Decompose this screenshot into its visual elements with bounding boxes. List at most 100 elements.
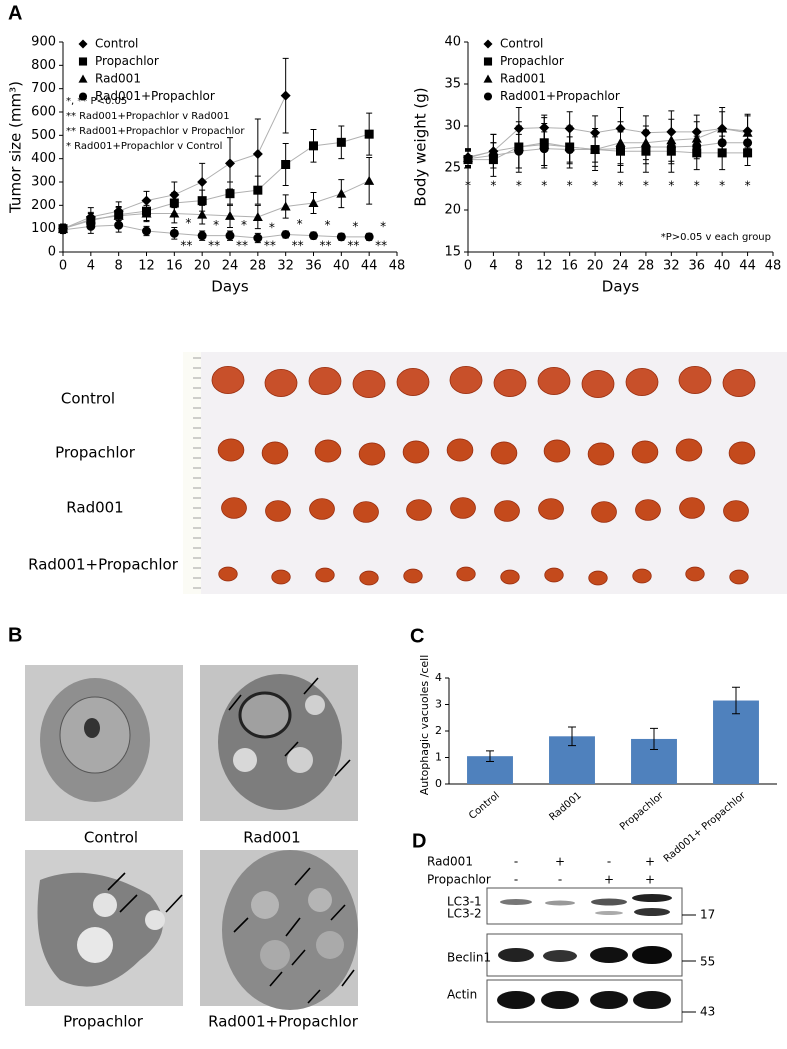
x-tick-label: 20 <box>587 259 604 274</box>
tumor <box>271 569 291 585</box>
tumor <box>581 369 615 398</box>
legend-marker <box>78 57 88 66</box>
marker <box>197 196 207 206</box>
marker <box>281 160 291 169</box>
marker <box>253 233 263 243</box>
annotation: *, ** P<0.05 <box>66 96 127 107</box>
tumor <box>265 500 291 522</box>
legend-label: Rad001+Propachlor <box>95 89 215 103</box>
x-tick-label: 0 <box>464 259 472 274</box>
x-tick-label: Rad001 <box>547 790 583 823</box>
tumor <box>500 569 520 585</box>
y-axis-title: Autophagic vacuoles /cell <box>418 655 431 796</box>
marker <box>225 158 235 169</box>
significance: * <box>213 218 219 232</box>
y-tick-label: 200 <box>31 198 56 213</box>
x-tick-label: 48 <box>765 259 782 274</box>
x-tick-label: Control <box>467 790 502 822</box>
legend-label: Control <box>95 37 138 51</box>
marker <box>308 198 319 207</box>
marker <box>280 201 291 211</box>
x-tick-label: 32 <box>277 259 294 274</box>
marker <box>225 189 235 199</box>
marker <box>336 137 346 147</box>
em-image <box>200 850 358 1010</box>
tumor <box>403 568 423 584</box>
tumor <box>678 365 712 394</box>
marker <box>141 195 152 206</box>
marker <box>309 231 318 241</box>
legend-marker <box>78 39 88 49</box>
legend-marker <box>78 74 88 83</box>
y-tick-label: 15 <box>444 245 461 260</box>
marker <box>169 208 180 218</box>
marker <box>514 146 524 156</box>
x-tick-label: 40 <box>714 259 731 274</box>
significance: * <box>490 179 496 193</box>
blot-bands <box>497 894 696 1013</box>
significance: * <box>668 179 674 193</box>
x-tick-label: 0 <box>59 259 67 274</box>
tumor <box>218 566 238 582</box>
marker <box>717 138 727 148</box>
tumor <box>493 368 527 397</box>
significance: ** <box>264 239 276 253</box>
em-image <box>25 665 183 821</box>
marker <box>169 228 179 238</box>
tumor <box>261 441 289 465</box>
tumor <box>722 368 756 397</box>
x-tick-label: 16 <box>561 259 578 274</box>
panel-label: A <box>8 2 22 24</box>
x-tick-label: 8 <box>115 259 123 274</box>
marker <box>666 142 676 152</box>
tumor <box>308 366 342 395</box>
tumor <box>396 367 430 396</box>
series-line <box>62 133 370 230</box>
tumor <box>315 567 335 583</box>
tumor <box>632 568 652 584</box>
tumor <box>631 440 659 464</box>
marker <box>309 141 318 151</box>
x-tick-label: 24 <box>222 259 239 274</box>
y-tick-label: 1 <box>435 751 442 764</box>
tumor <box>402 440 430 464</box>
tumor <box>723 500 749 522</box>
marker <box>565 145 575 155</box>
significance: * <box>592 179 598 193</box>
marker <box>364 232 374 242</box>
tumor <box>537 366 571 395</box>
marker <box>641 142 651 152</box>
tumor <box>352 369 386 398</box>
legend-label: Control <box>500 37 543 51</box>
row-label: Rad001+Propachlor <box>28 556 179 574</box>
tumor <box>538 498 564 520</box>
em-image <box>200 665 358 821</box>
y-tick-label: 300 <box>31 175 56 190</box>
em-image <box>25 850 183 1006</box>
bar <box>713 700 759 784</box>
x-tick-label: 44 <box>361 259 378 274</box>
x-tick-label: 48 <box>389 259 406 274</box>
marker <box>336 188 347 198</box>
em-label: Control <box>84 829 138 847</box>
x-axis-title: Days <box>211 278 249 296</box>
tumor <box>675 438 703 462</box>
significance: * <box>380 219 386 233</box>
marker <box>252 149 263 159</box>
tumor <box>359 570 379 586</box>
treatment-sign: + <box>555 855 565 869</box>
x-tick-label: 44 <box>739 259 756 274</box>
legend-marker <box>483 74 493 83</box>
mw-label: 55 <box>700 955 715 969</box>
legend-label: Propachlor <box>95 54 159 68</box>
annotation: ** Rad001+Propachlor v Propachlor <box>66 126 245 137</box>
significance: * <box>694 179 700 193</box>
y-tick-label: 20 <box>444 203 461 218</box>
mw-label: 43 <box>700 1005 715 1019</box>
error-bar <box>732 686 740 715</box>
significance: * <box>541 179 547 193</box>
x-tick-label: 24 <box>612 259 629 274</box>
treatment-sign: - <box>558 873 562 887</box>
error-bar <box>486 750 494 762</box>
y-tick-label: 30 <box>444 119 461 134</box>
